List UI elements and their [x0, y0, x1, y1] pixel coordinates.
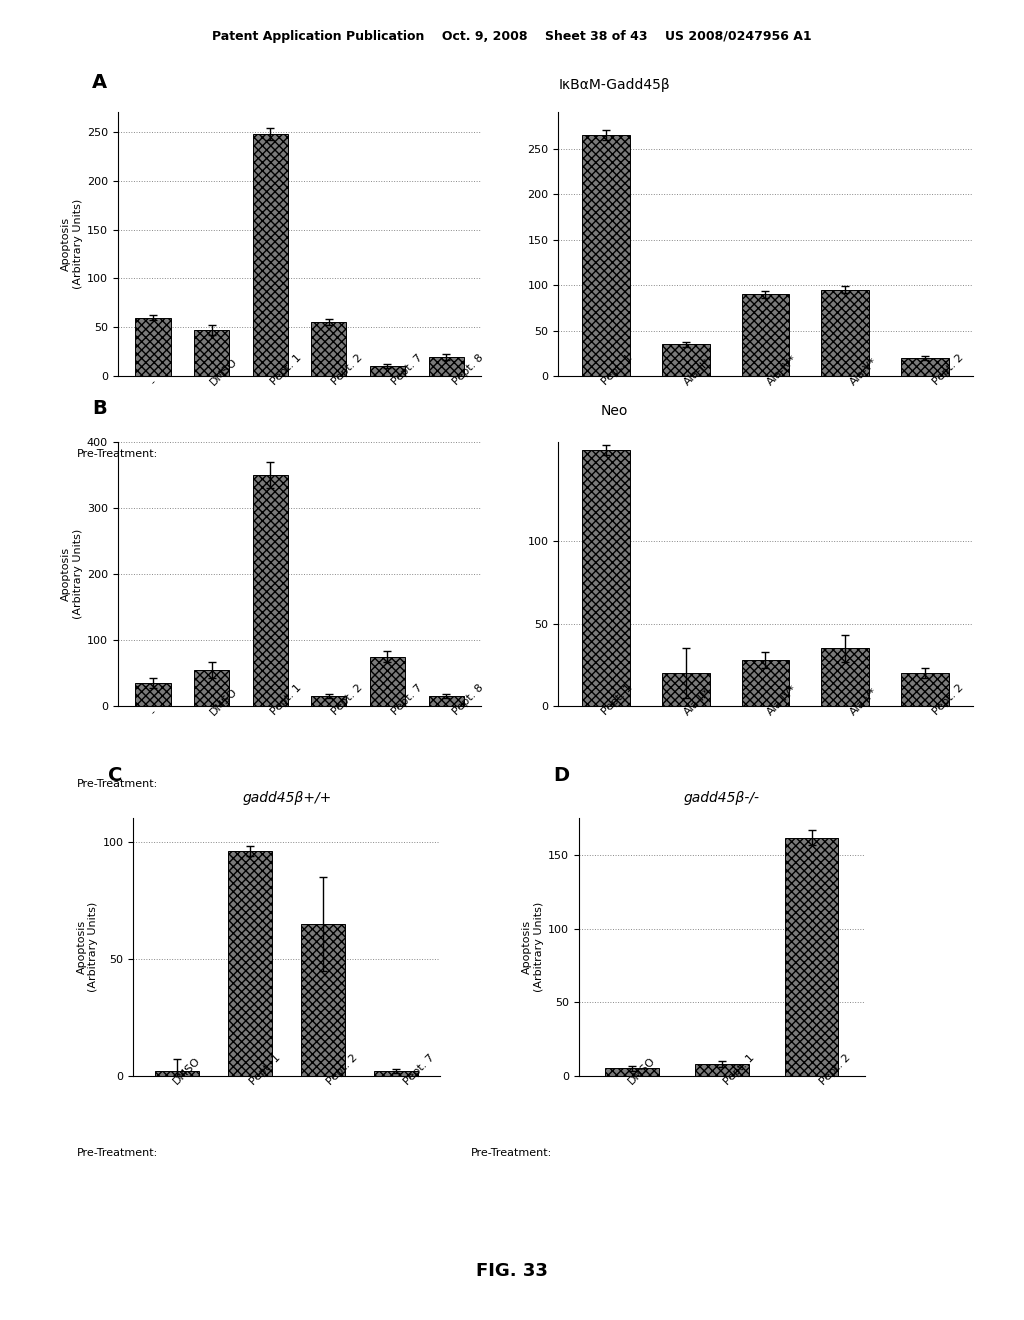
Text: IκBαM-Gadd45β: IκBαM-Gadd45β — [558, 78, 671, 92]
Text: FIG. 33: FIG. 33 — [476, 1262, 548, 1280]
Text: DMSO: DMSO — [172, 1056, 203, 1086]
Bar — [662, 673, 710, 706]
Text: Pept. 1: Pept. 1 — [600, 352, 634, 387]
Bar — [741, 660, 790, 706]
Bar — [901, 358, 949, 376]
Text: Pre-Treatment:: Pre-Treatment: — [77, 1148, 158, 1159]
Bar — [135, 682, 171, 706]
Text: Pept. 2: Pept. 2 — [326, 1052, 359, 1086]
Text: Ala-IV*: Ala-IV* — [766, 354, 800, 387]
Text: Pept. 2: Pept. 2 — [330, 682, 365, 717]
Text: Pept. 1: Pept. 1 — [722, 1052, 757, 1086]
Text: Pept. 2: Pept. 2 — [330, 352, 365, 387]
Bar — [194, 330, 229, 376]
Text: Pept. 8: Pept. 8 — [451, 352, 485, 387]
Bar — [311, 322, 346, 376]
Text: Pept. 2: Pept. 2 — [817, 1052, 852, 1086]
Text: D: D — [553, 767, 569, 785]
Bar — [155, 1071, 199, 1076]
Bar — [605, 1068, 659, 1076]
Text: DMSO: DMSO — [627, 1056, 657, 1086]
Bar — [784, 837, 839, 1076]
Text: DMSO: DMSO — [209, 356, 240, 387]
Y-axis label: Apoptosis
(Arbitrary Units): Apoptosis (Arbitrary Units) — [61, 529, 83, 619]
Text: Pre-Treatment:: Pre-Treatment: — [77, 779, 158, 789]
Bar — [901, 673, 949, 706]
Text: Pre-Treatment:: Pre-Treatment: — [77, 449, 158, 459]
Text: Ala-V*: Ala-V* — [848, 356, 880, 387]
Text: gadd45β+/+: gadd45β+/+ — [242, 791, 332, 805]
Text: Neo: Neo — [601, 404, 628, 418]
Text: Ala-IV*: Ala-IV* — [766, 684, 800, 717]
Text: B: B — [92, 400, 106, 418]
Bar — [695, 1064, 749, 1076]
Bar — [370, 656, 406, 706]
Text: Pept. 2: Pept. 2 — [932, 682, 966, 717]
Text: -: - — [148, 378, 158, 387]
Bar — [582, 450, 630, 706]
Y-axis label: Apoptosis
(Arbitrary Units): Apoptosis (Arbitrary Units) — [61, 199, 83, 289]
Bar — [741, 294, 790, 376]
Bar — [662, 345, 710, 376]
Text: gadd45β-/-: gadd45β-/- — [684, 791, 760, 805]
Text: Pept. 1: Pept. 1 — [269, 682, 304, 717]
Bar — [821, 648, 869, 706]
Bar — [253, 133, 288, 376]
Y-axis label: Apoptosis
(Arbitrary Units): Apoptosis (Arbitrary Units) — [522, 902, 544, 993]
Text: Ala-II*: Ala-II* — [683, 686, 714, 717]
Text: Pept. 7: Pept. 7 — [401, 1052, 436, 1086]
Text: A: A — [92, 74, 108, 92]
Text: Pept. 2: Pept. 2 — [932, 352, 966, 387]
Text: Pre-Treatment:: Pre-Treatment: — [471, 1148, 552, 1159]
Bar — [228, 851, 272, 1076]
Bar — [582, 135, 630, 376]
Bar — [821, 289, 869, 376]
Text: Pept. 7: Pept. 7 — [390, 682, 425, 717]
Bar — [370, 367, 406, 376]
Text: Pept. 1: Pept. 1 — [269, 352, 304, 387]
Text: Pept. 8: Pept. 8 — [451, 682, 485, 717]
Text: -: - — [148, 708, 158, 717]
Text: C: C — [108, 767, 122, 785]
Text: Ala-II*: Ala-II* — [683, 356, 714, 387]
Bar — [311, 697, 346, 706]
Text: DMSO: DMSO — [209, 686, 240, 717]
Text: Pept. 7: Pept. 7 — [390, 352, 425, 387]
Text: Patent Application Publication    Oct. 9, 2008    Sheet 38 of 43    US 2008/0247: Patent Application Publication Oct. 9, 2… — [212, 30, 812, 44]
Text: Ala-V*: Ala-V* — [848, 686, 880, 717]
Bar — [194, 671, 229, 706]
Bar — [428, 356, 464, 376]
Bar — [428, 697, 464, 706]
Bar — [375, 1071, 419, 1076]
Text: Pept. 1: Pept. 1 — [248, 1052, 283, 1086]
Bar — [253, 475, 288, 706]
Bar — [301, 924, 345, 1076]
Bar — [135, 318, 171, 376]
Y-axis label: Apoptosis
(Arbitrary Units): Apoptosis (Arbitrary Units) — [77, 902, 98, 993]
Text: Pept. 1: Pept. 1 — [600, 682, 634, 717]
